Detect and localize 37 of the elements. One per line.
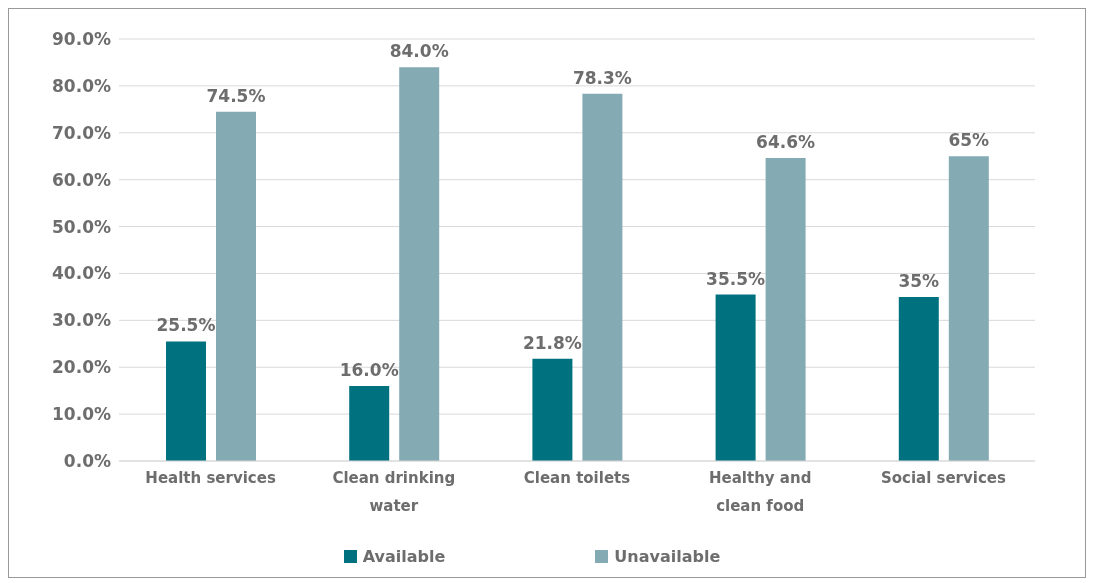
y-tick-label: 30.0% [52,310,111,331]
bar [715,294,756,461]
bar [948,156,989,461]
bar [898,296,939,461]
y-tick-label: 90.0% [52,29,111,50]
y-tick-label: 50.0% [52,216,111,237]
bar [166,341,206,461]
y-tick-label: 70.0% [52,122,111,143]
data-label: 21.8% [522,332,582,353]
x-tick-label: Health services [145,469,276,487]
bar [399,67,440,461]
bar [532,358,573,461]
data-label: 74.5% [206,85,266,106]
data-label: 64.6% [756,132,816,153]
data-label: 16.0% [339,359,399,380]
y-tick-label: 60.0% [52,169,111,190]
bar [216,111,256,461]
x-tick-label: Clean toilets [523,469,631,487]
data-label: 35% [898,270,940,291]
y-tick-label: 10.0% [52,404,111,425]
y-tick-label: 0.0% [63,451,111,472]
x-tick-label: Clean drinking water [332,469,456,515]
y-tick-label: 80.0% [52,75,111,96]
y-tick-label: 40.0% [52,263,111,284]
legend-label: Available [361,547,446,566]
bar [582,93,623,461]
data-label: 25.5% [156,315,216,336]
data-label: 78.3% [572,67,632,88]
x-tick-label: Social services [880,469,1006,487]
bar [349,385,390,461]
data-label: 35.5% [706,268,766,289]
y-tick-label: 20.0% [52,357,111,378]
data-label: 65% [948,130,990,151]
x-tick-label: Healthy and clean food [709,469,812,515]
legend-label: Unavailable [613,547,721,566]
bar [765,158,806,461]
data-label: 84.0% [389,41,449,62]
